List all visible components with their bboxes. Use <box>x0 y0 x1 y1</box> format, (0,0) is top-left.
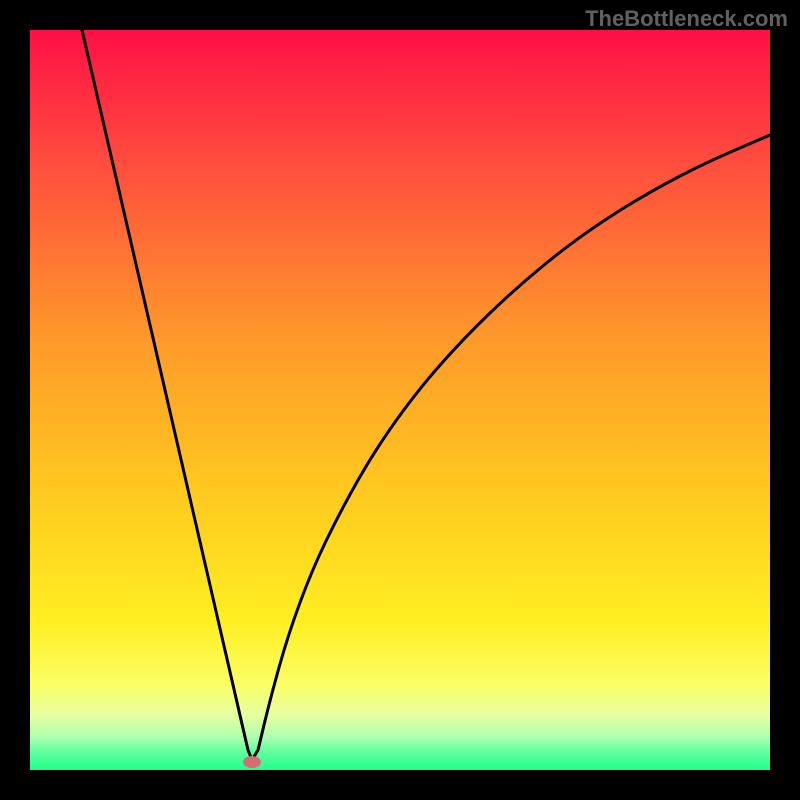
curve-svg <box>30 30 770 770</box>
plot-area <box>30 30 770 770</box>
min-marker <box>243 756 261 768</box>
bottleneck-curve <box>82 30 770 760</box>
watermark-text: TheBottleneck.com <box>585 6 788 32</box>
